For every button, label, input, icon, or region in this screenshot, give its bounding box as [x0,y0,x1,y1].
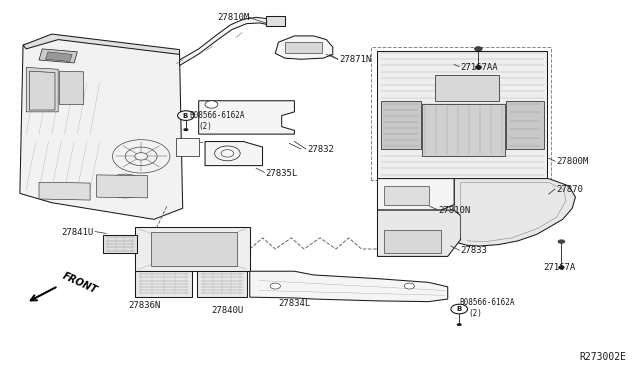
Text: 27810N: 27810N [438,206,470,215]
Text: 27870: 27870 [556,185,583,194]
Bar [384,231,442,253]
Polygon shape [45,52,72,61]
Text: 27836N: 27836N [129,301,161,310]
Text: B: B [456,306,461,312]
Circle shape [474,46,482,51]
Polygon shape [20,36,182,219]
Polygon shape [179,17,272,65]
Polygon shape [378,51,547,179]
Circle shape [404,283,415,289]
Polygon shape [378,210,461,256]
Polygon shape [26,67,58,112]
Polygon shape [198,101,294,134]
Bar [151,232,237,266]
Circle shape [177,111,194,121]
Bar [384,186,429,205]
Circle shape [183,128,188,131]
Text: 27871N: 27871N [339,55,371,64]
Polygon shape [205,141,262,166]
Circle shape [475,65,481,69]
Polygon shape [378,179,454,210]
Text: FRONT: FRONT [61,271,99,295]
Bar [285,42,322,53]
Text: 27833: 27833 [461,246,488,255]
Text: 27834L: 27834L [278,299,311,308]
Polygon shape [506,101,543,149]
Polygon shape [197,271,246,297]
Text: 27832: 27832 [307,145,334,154]
Polygon shape [97,175,148,198]
Circle shape [457,323,462,326]
Text: 27800M: 27800M [556,157,589,166]
Text: (2): (2) [468,310,483,318]
Polygon shape [60,71,84,105]
Text: 27167A: 27167A [543,263,576,272]
Polygon shape [250,271,448,302]
Text: (2): (2) [198,122,212,131]
Circle shape [557,239,565,244]
Polygon shape [454,179,575,246]
Polygon shape [176,138,198,156]
Text: B08566-6162A: B08566-6162A [460,298,515,307]
Text: 27835L: 27835L [266,169,298,177]
Polygon shape [381,101,421,149]
Text: 27167AA: 27167AA [461,63,498,72]
Text: 27841U: 27841U [61,228,93,237]
Polygon shape [39,182,90,200]
Circle shape [270,283,280,289]
Polygon shape [422,105,505,156]
Circle shape [451,304,467,314]
Polygon shape [23,34,179,54]
Polygon shape [39,49,77,63]
Polygon shape [103,235,137,253]
Text: 27810M: 27810M [218,13,250,22]
Polygon shape [275,36,333,59]
Polygon shape [435,75,499,101]
Circle shape [205,101,218,108]
Text: B: B [182,113,188,119]
Text: 27840U: 27840U [211,306,244,315]
Polygon shape [29,71,55,110]
Circle shape [558,266,564,269]
Polygon shape [135,271,192,297]
Polygon shape [266,16,285,26]
Text: B08566-6162A: B08566-6162A [189,111,244,120]
Polygon shape [135,227,250,271]
Text: R273002E: R273002E [580,352,627,362]
